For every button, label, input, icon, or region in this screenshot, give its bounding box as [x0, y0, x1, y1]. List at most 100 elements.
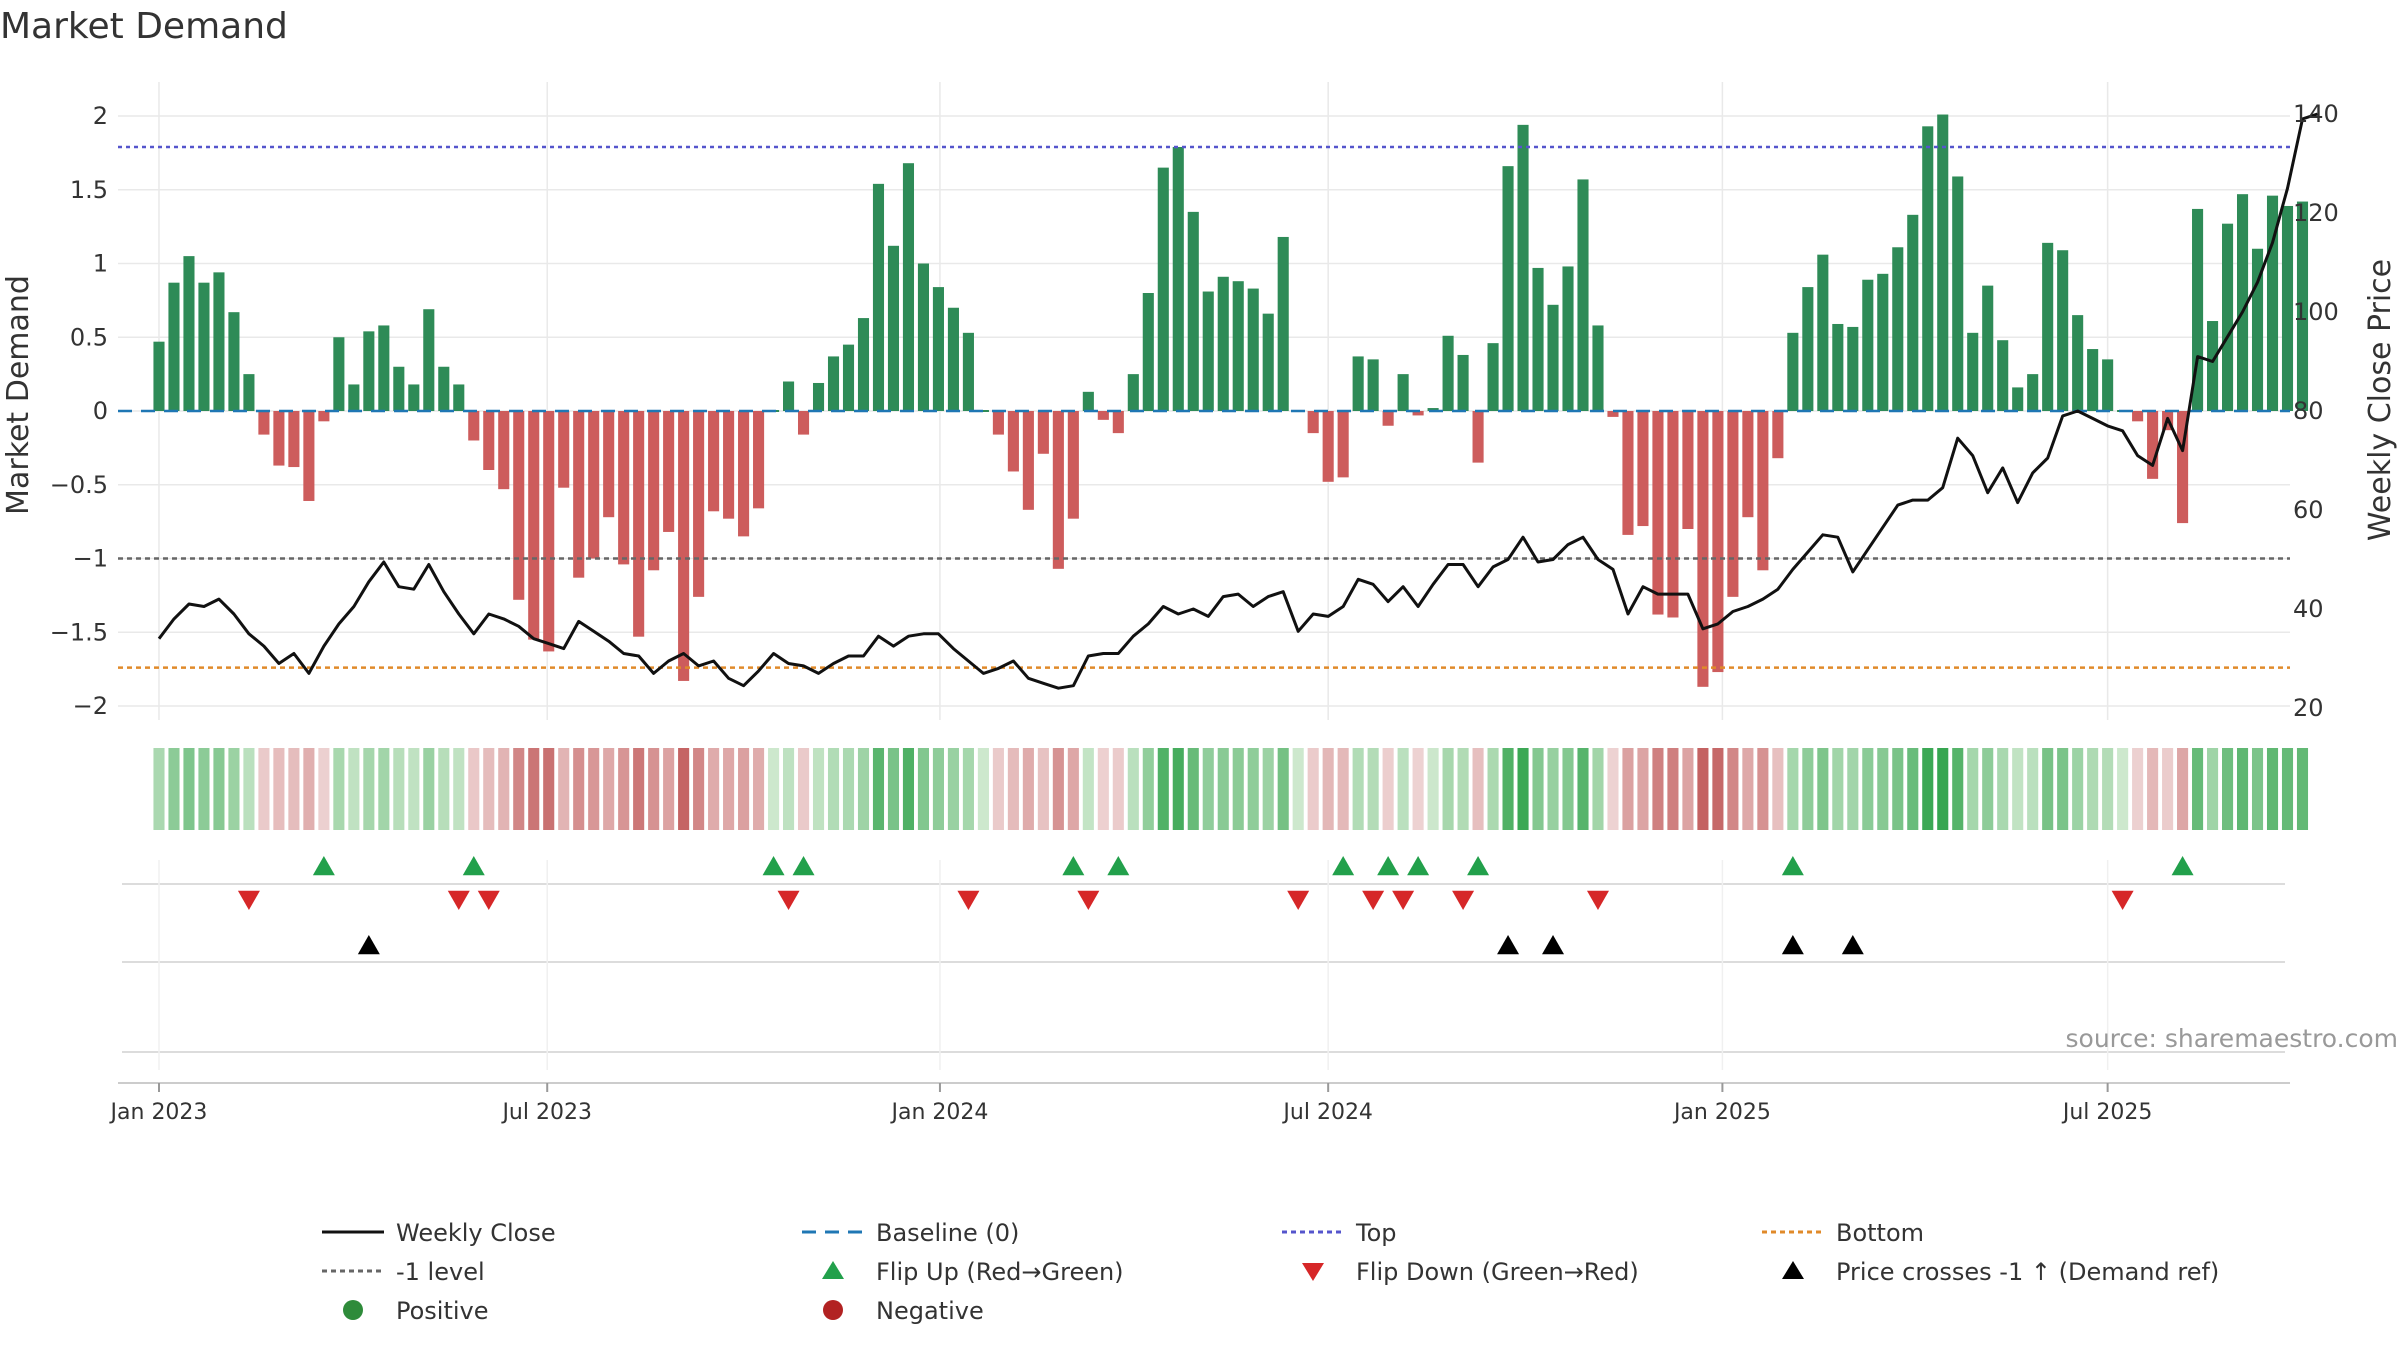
- heat-cell-positive: [1907, 748, 1919, 830]
- legend-item-weekly-close: Weekly Close: [322, 1219, 556, 1247]
- demand-bar-negative: [708, 411, 720, 512]
- demand-bar-positive: [1487, 343, 1499, 411]
- flip-down-marker: [1077, 890, 1100, 910]
- demand-bar-positive: [1262, 313, 1274, 411]
- heat-cell-positive: [1292, 748, 1304, 830]
- heat-cell-positive: [1787, 748, 1799, 830]
- demand-bar-negative: [1727, 411, 1739, 597]
- demand-bar-negative: [543, 411, 555, 652]
- y-tick-label: −0.5: [50, 471, 108, 499]
- heat-cell-negative: [1112, 748, 1124, 830]
- demand-bar-negative: [1112, 411, 1124, 434]
- demand-bar-positive: [1787, 332, 1799, 411]
- demand-bar-negative: [1712, 411, 1724, 673]
- heat-cell-positive: [2266, 748, 2279, 830]
- demand-bar-positive: [783, 381, 795, 411]
- legend-swatch: [1782, 1261, 1804, 1279]
- heat-cell-positive: [1997, 748, 2009, 830]
- demand-bar-negative: [288, 411, 300, 468]
- heat-cell-positive: [198, 748, 210, 830]
- axes: 2 1.5 1 0.5 0 −0.5 −1 −1.5 −2 140 120 100 80 60 40 20: [50, 100, 2339, 722]
- heat-cell-negative: [618, 748, 630, 830]
- heat-cell-positive: [408, 748, 420, 830]
- demand-bar-negative: [1772, 411, 1784, 459]
- demand-bar-negative: [2177, 411, 2189, 524]
- heat-cell-negative: [513, 748, 525, 830]
- heat-cell-positive: [2236, 748, 2249, 830]
- y-tick-label: −1: [73, 545, 108, 573]
- demand-bar-positive: [183, 256, 195, 411]
- heat-cell-negative: [663, 748, 675, 830]
- heat-cell-positive: [1847, 748, 1859, 830]
- y-tick-label: 1: [93, 250, 108, 278]
- heat-cell-negative: [797, 748, 810, 830]
- heat-cell-positive: [1487, 748, 1499, 830]
- heat-cell-positive: [2296, 748, 2309, 830]
- demand-bar-positive: [198, 282, 210, 411]
- heat-cell-positive: [1562, 748, 1574, 830]
- y2-axis-label: Weekly Close Price: [2363, 259, 2398, 541]
- heat-cell-negative: [1637, 748, 1649, 830]
- legend-item-top: Top: [1282, 1219, 1397, 1247]
- flip-up-marker: [1781, 856, 1804, 876]
- heat-cell-positive: [1802, 748, 1814, 830]
- legend-item-bottom: Bottom: [1762, 1219, 1924, 1247]
- flip-up-marker: [462, 856, 485, 876]
- heat-cell-positive: [827, 748, 840, 830]
- flip-up-marker: [1407, 856, 1430, 876]
- heat-cell-positive: [1247, 748, 1259, 830]
- demand-bar-positive: [453, 384, 465, 411]
- demand-bar-negative: [1322, 411, 1334, 482]
- legend-swatch: [1302, 1263, 1324, 1281]
- heat-cell-positive: [1397, 748, 1409, 830]
- x-tick-label: Jan 2023: [109, 1100, 208, 1125]
- demand-bar-negative: [723, 411, 735, 519]
- flip-down-marker: [447, 890, 470, 910]
- demand-bar-positive: [1082, 391, 1094, 411]
- demand-bar-positive: [962, 332, 974, 411]
- legend-item-flip-down: Flip Down (Green→Red): [1302, 1258, 1639, 1286]
- legend-item-flip-up: Flip Up (Red→Green): [822, 1258, 1124, 1286]
- heat-cell-negative: [1652, 748, 1664, 830]
- heat-cell-positive: [1862, 748, 1874, 830]
- demand-heat-strip: [153, 748, 2309, 830]
- heat-cell-positive: [243, 748, 255, 830]
- demand-bar-positive: [2296, 201, 2309, 411]
- demand-bar-negative: [528, 411, 540, 640]
- heat-cell-negative: [1622, 748, 1634, 830]
- flip-down-marker: [1452, 890, 1475, 910]
- heat-cell-positive: [1082, 748, 1094, 830]
- heat-cell-positive: [1982, 748, 1994, 830]
- y2-tick-label: 100: [2293, 298, 2339, 326]
- heat-cell-negative: [1307, 748, 1319, 830]
- y2-tick-label: 20: [2293, 694, 2324, 722]
- heat-cell-negative: [1322, 748, 1334, 830]
- heat-cell-positive: [1592, 748, 1604, 830]
- demand-bar-positive: [1247, 288, 1259, 411]
- heat-cell-negative: [708, 748, 720, 830]
- flip-down-marker: [957, 890, 980, 910]
- flip-up-marker: [312, 856, 335, 876]
- heat-cell-negative: [753, 748, 765, 830]
- heat-cell-negative: [1727, 748, 1739, 830]
- demand-bar-positive: [2087, 349, 2099, 411]
- heat-cell-positive: [2251, 748, 2264, 830]
- heat-cell-positive: [168, 748, 180, 830]
- heat-cell-negative: [1052, 748, 1064, 830]
- heat-cell-negative: [992, 748, 1004, 830]
- demand-bar-positive: [1562, 266, 1574, 411]
- y-axis-label: Market Demand: [1, 275, 36, 515]
- heat-cell-positive: [1142, 748, 1154, 830]
- demand-bar-positive: [378, 325, 390, 411]
- flip-down-marker: [477, 890, 500, 910]
- demand-bar-positive: [438, 366, 450, 411]
- heat-cell-negative: [318, 748, 330, 830]
- demand-bar-negative: [1682, 411, 1694, 529]
- heat-cell-positive: [2207, 748, 2219, 830]
- demand-bar-negative: [1307, 411, 1319, 434]
- legend-swatch: [343, 1300, 363, 1320]
- heat-cell-positive: [1217, 748, 1229, 830]
- legend-label: Top: [1355, 1219, 1397, 1247]
- heat-cell-positive: [2192, 748, 2204, 830]
- heat-cell-negative: [273, 748, 285, 830]
